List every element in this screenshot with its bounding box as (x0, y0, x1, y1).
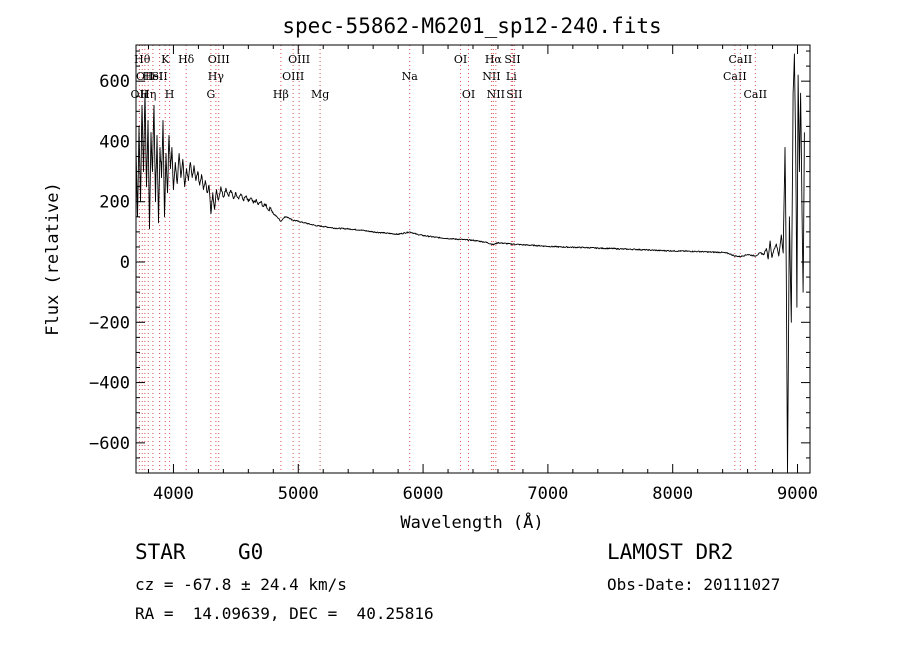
observation-date-text: Obs-Date: 20111027 (607, 575, 781, 594)
survey-label: LAMOST DR2 (607, 540, 734, 564)
flux-series-line (135, 53, 805, 474)
feature-line-label: Mg (311, 88, 329, 101)
feature-line-label: G (206, 88, 215, 101)
feature-line-label: Na (402, 70, 419, 83)
feature-line-label: SII (506, 88, 522, 101)
feature-line-label: Hγ (208, 70, 225, 83)
feature-line-label: H (165, 88, 175, 101)
feature-line-label: CaII (729, 53, 753, 66)
y-tick-label: −200 (89, 313, 130, 333)
feature-line-label: OIII (288, 53, 310, 66)
object-class-label: STAR (135, 540, 186, 564)
chart-title: spec-55862-M6201_sp12-240.fits (282, 14, 661, 38)
y-tick-label: 600 (99, 72, 130, 92)
y-tick-label: −400 (89, 374, 130, 394)
feature-line-label: NII (487, 88, 505, 101)
plot-frame (135, 44, 811, 474)
feature-line-label: Hθ (134, 53, 151, 66)
feature-line-label: CaII (723, 70, 747, 83)
y-tick-label: 0 (120, 253, 130, 273)
feature-line-label: K (161, 53, 170, 66)
feature-line-label: Hβ (273, 88, 289, 101)
x-tick-label: 5000 (278, 484, 319, 504)
redshift-velocity-text: cz = -67.8 ± 24.4 km/s (135, 575, 347, 594)
x-tick-label: 8000 (652, 484, 693, 504)
coordinates-text: RA = 14.09639, DEC = 40.25816 (135, 604, 434, 623)
feature-line-label: Li (506, 70, 517, 83)
feature-line-label: OII (136, 70, 154, 83)
feature-line-label: OI (454, 53, 467, 66)
feature-line-label: OI (462, 88, 475, 101)
feature-line-label: OIII (208, 53, 230, 66)
y-tick-label: −600 (89, 434, 130, 454)
feature-line-label: Hα (485, 53, 503, 66)
x-tick-label: 9000 (777, 484, 818, 504)
x-tick-label: 6000 (403, 484, 444, 504)
feature-line-label: Hη (140, 88, 156, 101)
object-subclass-label: G0 (238, 540, 264, 564)
x-tick-label: 4000 (153, 484, 194, 504)
feature-line-label: OIII (282, 70, 304, 83)
feature-line-label: NII (482, 70, 500, 83)
feature-line-label: OII (131, 88, 149, 101)
y-tick-label: 400 (99, 132, 130, 152)
feature-line-label: SII (504, 53, 520, 66)
feature-line-label: Hδ (178, 53, 195, 66)
x-axis-label: Wavelength (Å) (400, 511, 543, 533)
feature-line-label: HeI (143, 70, 163, 83)
feature-line-label: SII (151, 70, 167, 83)
y-tick-label: 200 (99, 193, 130, 213)
feature-line-label: CaII (743, 88, 767, 101)
x-tick-label: 7000 (527, 484, 568, 504)
y-axis-label: Flux (relative) (43, 182, 63, 336)
